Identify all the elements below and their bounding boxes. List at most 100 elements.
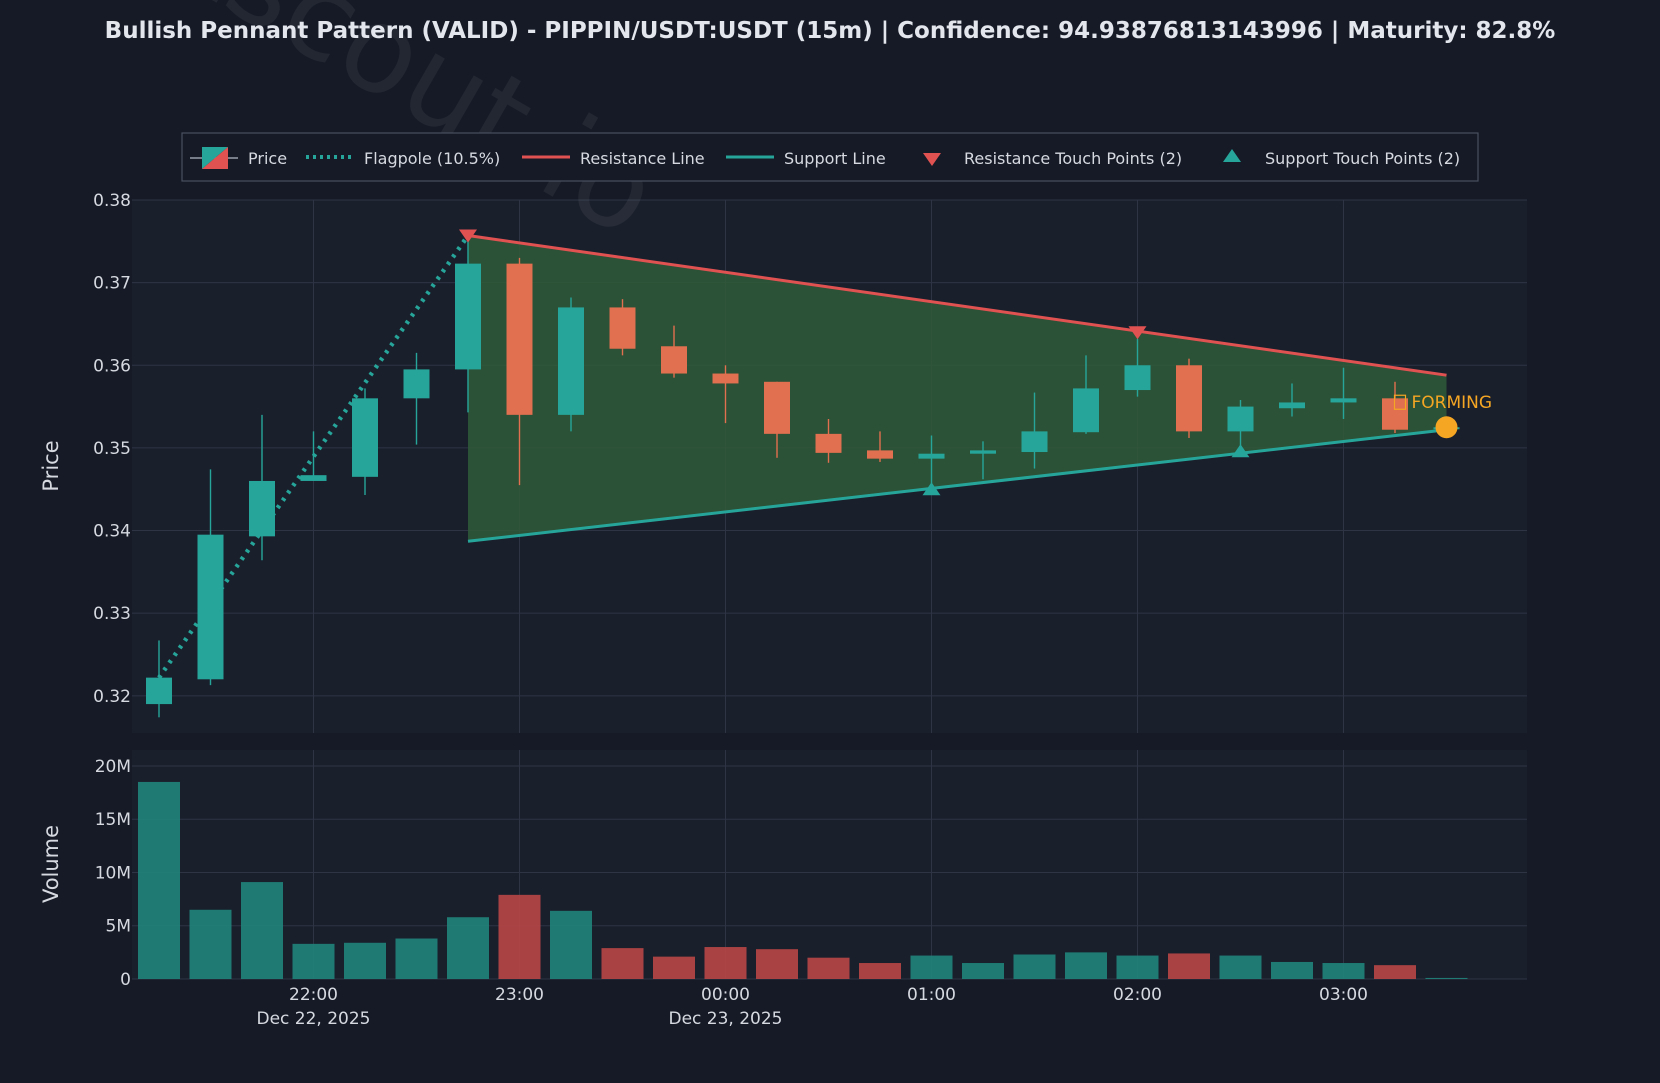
volume-bar bbox=[1013, 954, 1056, 979]
candle bbox=[918, 435, 945, 488]
legend-label-support: Support Line bbox=[784, 149, 886, 168]
time-tick-label: 02:00 bbox=[1113, 985, 1162, 1005]
candle bbox=[815, 418, 842, 463]
candle bbox=[1227, 399, 1254, 453]
chart-title: Bullish Pennant Pattern (VALID) - PIPPIN… bbox=[105, 18, 1556, 44]
candle bbox=[1073, 355, 1099, 434]
volume-bar bbox=[1425, 977, 1468, 979]
candle-body bbox=[506, 263, 533, 415]
candle-body bbox=[764, 381, 790, 434]
volume-bar bbox=[1271, 961, 1313, 979]
candle bbox=[197, 469, 224, 686]
price-legend-bear-swatch bbox=[202, 147, 228, 169]
candle bbox=[1330, 367, 1357, 419]
volume-bar bbox=[344, 942, 386, 979]
volume-bar bbox=[1116, 955, 1159, 979]
candle bbox=[661, 325, 687, 378]
candle-body bbox=[1227, 406, 1254, 432]
forming-label: FORMING bbox=[1412, 393, 1493, 413]
candle-body bbox=[558, 307, 584, 415]
support-line bbox=[467, 428, 1447, 543]
volume-bar bbox=[1168, 953, 1210, 979]
volume-panel bbox=[132, 750, 1527, 979]
candle bbox=[1021, 392, 1048, 469]
volume-bar bbox=[1219, 955, 1262, 979]
time-tick-label: 00:00 bbox=[701, 985, 750, 1005]
forming-glyph-icon bbox=[1393, 394, 1407, 410]
candle-body bbox=[197, 534, 224, 680]
candle-body bbox=[1279, 402, 1305, 409]
time-tick-label: 23:00 bbox=[495, 985, 544, 1005]
price-axis-title: Price bbox=[39, 440, 63, 491]
legend-item-resistance-touch: Resistance Touch Points (2) bbox=[923, 149, 1182, 168]
support-touch-legend-marker bbox=[1223, 149, 1241, 162]
candle-body bbox=[1021, 431, 1048, 453]
resistance-touch-marker bbox=[1128, 326, 1147, 340]
candle-body bbox=[300, 475, 327, 481]
volume-bar bbox=[1065, 952, 1107, 979]
volume-bar bbox=[807, 957, 850, 979]
legend-item-resistance: Resistance Line bbox=[522, 149, 705, 168]
candle-body bbox=[1124, 365, 1151, 391]
support-touch-marker bbox=[1231, 444, 1250, 458]
candle bbox=[1279, 383, 1305, 417]
price-tick-label: 0.38 bbox=[93, 191, 131, 211]
candle bbox=[455, 239, 481, 413]
volume-tick-label: 15M bbox=[95, 810, 131, 830]
legend-item-support: Support Line bbox=[726, 149, 886, 168]
price-tick-label: 0.33 bbox=[93, 604, 131, 624]
candle bbox=[506, 257, 533, 486]
candle-body bbox=[815, 433, 842, 453]
time-tick-label: 03:00 bbox=[1319, 985, 1368, 1005]
candle bbox=[352, 388, 378, 496]
volume-tick-label: 10M bbox=[95, 863, 131, 883]
legend-label-support-touch: Support Touch Points (2) bbox=[1265, 149, 1460, 168]
legend-label-resistance: Resistance Line bbox=[580, 149, 705, 168]
candle-body bbox=[867, 450, 893, 459]
volume-bar bbox=[447, 917, 489, 979]
candle-body bbox=[712, 373, 739, 384]
legend-item-price: Price bbox=[190, 147, 287, 169]
time-tick-label: 22:00 bbox=[289, 985, 338, 1005]
time-tick-label: 01:00 bbox=[907, 985, 956, 1005]
axes: 0.32 0.33 0.34 0.35 0.36 0.37 0.38 0 5M 10M 15M 20M… bbox=[93, 191, 1368, 1029]
candle bbox=[1176, 358, 1202, 438]
volume-bar bbox=[653, 956, 695, 979]
legend-item-support-touch: Support Touch Points (2) bbox=[1223, 149, 1460, 168]
candle-body bbox=[403, 369, 430, 399]
candle bbox=[558, 297, 584, 432]
volume-tick-label: 0 bbox=[120, 970, 131, 990]
date-tick-label: Dec 22, 2025 bbox=[256, 1009, 370, 1029]
volume-bars bbox=[138, 781, 1468, 979]
volume-bar bbox=[241, 882, 283, 979]
pennant-fill bbox=[468, 235, 1447, 542]
candle-body bbox=[609, 307, 636, 349]
price-tick-label: 0.36 bbox=[93, 356, 131, 376]
legend-box bbox=[181, 132, 1479, 182]
resistance-touch-marker bbox=[459, 229, 477, 243]
volume-bar bbox=[138, 781, 180, 979]
price-tick-label: 0.35 bbox=[93, 439, 131, 459]
volume-bar bbox=[962, 963, 1004, 979]
support-touch-marker bbox=[922, 482, 941, 496]
legend-label-resistance-touch: Resistance Touch Points (2) bbox=[964, 149, 1182, 168]
candle bbox=[403, 352, 430, 445]
date-tick-label: Dec 23, 2025 bbox=[668, 1009, 782, 1029]
volume-bar bbox=[189, 909, 232, 979]
candle bbox=[764, 381, 790, 458]
candle bbox=[867, 431, 893, 462]
candle bbox=[609, 299, 636, 356]
candle-body bbox=[1073, 388, 1099, 433]
volume-tick-label: 5M bbox=[106, 917, 131, 937]
resistance-line bbox=[467, 234, 1447, 377]
volume-bar bbox=[756, 949, 798, 979]
legend-label-flagpole: Flagpole (10.5%) bbox=[364, 149, 500, 168]
candle-body bbox=[146, 677, 172, 705]
candle bbox=[712, 365, 739, 424]
volume-axis-title: Volume bbox=[39, 825, 63, 903]
price-tick-label: 0.34 bbox=[93, 522, 131, 542]
candle-body bbox=[918, 453, 945, 459]
candle-body bbox=[661, 346, 687, 374]
price-tick-label: 0.37 bbox=[93, 274, 131, 294]
